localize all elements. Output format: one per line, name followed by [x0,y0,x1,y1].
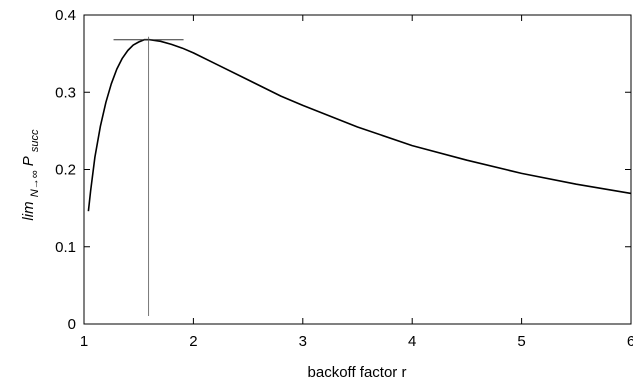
y-axis-label-mid: P [20,156,37,166]
x-axis-label-text: backoff factor r [308,364,407,381]
y-tick-label: 0.2 [55,162,76,179]
series-line [87,38,632,212]
x-tick-label: 2 [189,333,197,350]
y-tick-label: 0.4 [55,7,76,24]
x-tick-label: 5 [517,333,525,350]
y-axis-label-sub2: succ [29,129,41,152]
y-tick-label: 0.1 [55,239,76,256]
y-tick-label: 0 [68,316,76,333]
tick-labels: 1 2 3 4 5 6 0 0.1 0.2 0.3 0.4 [55,7,633,350]
x-tick-label: 3 [299,333,307,350]
plot-area [83,14,632,325]
y-tick-label: 0.3 [55,84,76,101]
plot-frame [83,14,632,325]
y-axis-label-sub: N→∞ [29,170,41,197]
y-axis-label-base: lim [20,201,37,220]
x-tick-label: 1 [80,333,88,350]
x-tick-label: 4 [408,333,416,350]
x-tick-label: 6 [627,333,633,350]
y-axis-label: lim N→∞ P succ [20,129,42,221]
x-axis-label: backoff factor r [308,364,407,381]
tick-marks [83,14,632,325]
